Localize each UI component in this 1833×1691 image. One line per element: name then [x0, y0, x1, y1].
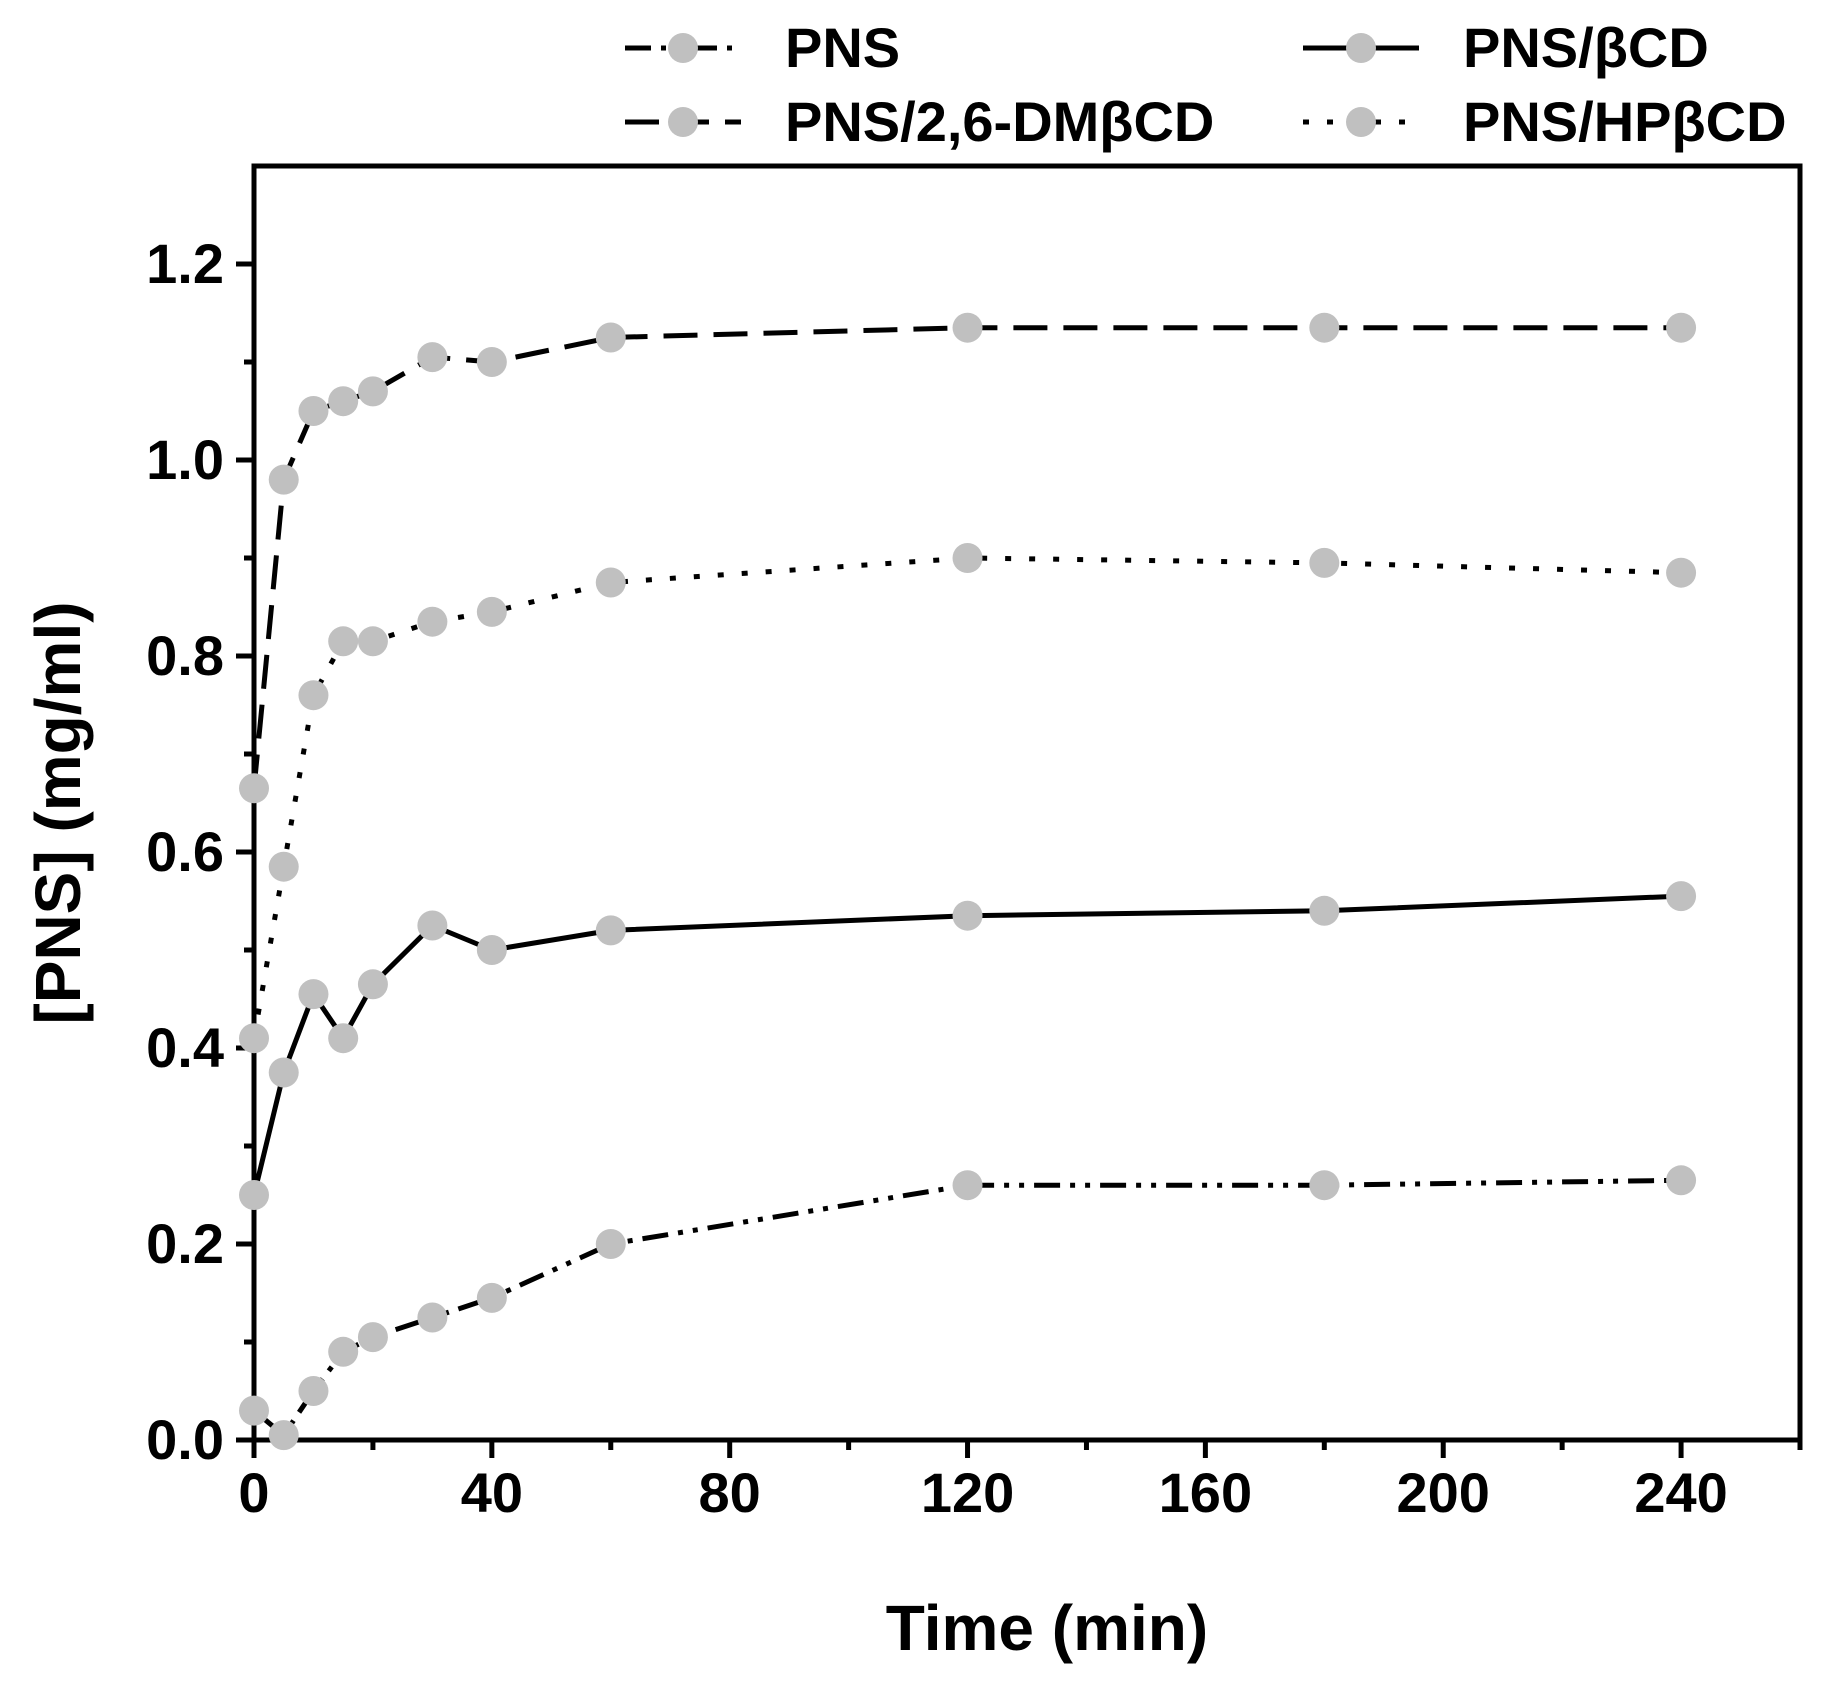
data-point: [1666, 312, 1697, 343]
x-tick-label: 80: [699, 1461, 761, 1524]
data-point: [328, 626, 359, 657]
data-point: [239, 1180, 269, 1210]
data-point: [1309, 895, 1340, 926]
data-point: [328, 386, 359, 417]
x-tick-label: 240: [1634, 1461, 1727, 1524]
y-tick-label: 0.6: [146, 820, 224, 883]
legend-item: PNS/βCD: [1303, 16, 1709, 79]
legend: PNS PNS/βCD PNS/2,6-DMβCD PNS/HPβCD: [625, 16, 1787, 153]
y-tick-label: 1.2: [146, 232, 224, 295]
data-point: [1309, 1170, 1340, 1201]
series-line: [251, 893, 1682, 1196]
data-point: [417, 606, 448, 637]
data-point: [298, 680, 329, 711]
data-point: [268, 851, 299, 882]
legend-label: PNS/2,6-DMβCD: [785, 90, 1214, 153]
y-tick-label: 0.2: [146, 1212, 224, 1275]
data-point: [357, 969, 388, 1000]
data-point: [476, 347, 507, 377]
data-point: [952, 543, 983, 573]
data-point: [952, 312, 983, 343]
x-axis-label: Time (min): [886, 1592, 1208, 1664]
data-point: [357, 626, 388, 657]
data-point: [239, 1023, 269, 1054]
data-point: [476, 935, 507, 965]
data-point: [595, 567, 626, 598]
x-tick-label: 40: [461, 1461, 523, 1524]
data-point: [952, 1170, 983, 1201]
data-point: [1309, 312, 1340, 343]
data-point: [417, 910, 448, 941]
y-tick-label: 0.8: [146, 624, 224, 687]
data-point: [1666, 881, 1697, 912]
x-tick-label: 120: [921, 1461, 1014, 1524]
data-point: [1666, 557, 1697, 588]
data-point: [298, 1376, 329, 1406]
data-point: [239, 1395, 269, 1426]
data-point: [595, 322, 626, 353]
legend-item: PNS: [625, 16, 900, 79]
y-tick-label: 1.0: [146, 428, 224, 491]
data-point: [595, 915, 626, 946]
data-point: [239, 773, 269, 804]
y-axis-label: [PNS] (mg/ml): [22, 601, 94, 1024]
series-line: [252, 1177, 1682, 1438]
data-point: [595, 1229, 626, 1259]
series-line: [251, 555, 1682, 1039]
series-2: [239, 312, 1697, 804]
legend-marker: [1346, 107, 1376, 137]
legend-label: PNS/HPβCD: [1463, 90, 1787, 153]
legend-label: PNS/βCD: [1463, 16, 1709, 79]
data-point: [476, 596, 507, 627]
data-point: [1666, 1165, 1697, 1196]
legend-item: PNS/HPβCD: [1303, 90, 1787, 153]
data-point: [417, 1302, 448, 1333]
data-point: [298, 979, 329, 1010]
x-tick-label: 160: [1159, 1461, 1252, 1524]
x-tick-label: 0: [238, 1461, 269, 1524]
data-point: [328, 1336, 359, 1367]
series-0: [239, 1165, 1697, 1451]
legend-marker: [1346, 33, 1376, 63]
data-point: [298, 396, 329, 426]
data-point: [476, 1282, 507, 1313]
data-point: [1309, 547, 1340, 578]
y-tick-label: 0.4: [146, 1016, 224, 1079]
x-tick-label: 200: [1397, 1461, 1490, 1524]
series-1: [239, 881, 1697, 1210]
data-point: [952, 900, 983, 931]
data-point: [357, 376, 388, 407]
data-point: [268, 1420, 299, 1451]
data-point: [417, 342, 448, 373]
data-point: [328, 1023, 359, 1054]
data-point: [268, 464, 299, 495]
data-point: [268, 1057, 299, 1088]
data-point: [357, 1322, 388, 1353]
legend-label: PNS: [785, 16, 900, 79]
legend-marker: [668, 107, 698, 137]
y-tick-label: 0.0: [146, 1408, 224, 1471]
legend-item: PNS/2,6-DMβCD: [625, 90, 1214, 153]
legend-marker: [668, 33, 698, 63]
series-3: [239, 543, 1697, 1054]
